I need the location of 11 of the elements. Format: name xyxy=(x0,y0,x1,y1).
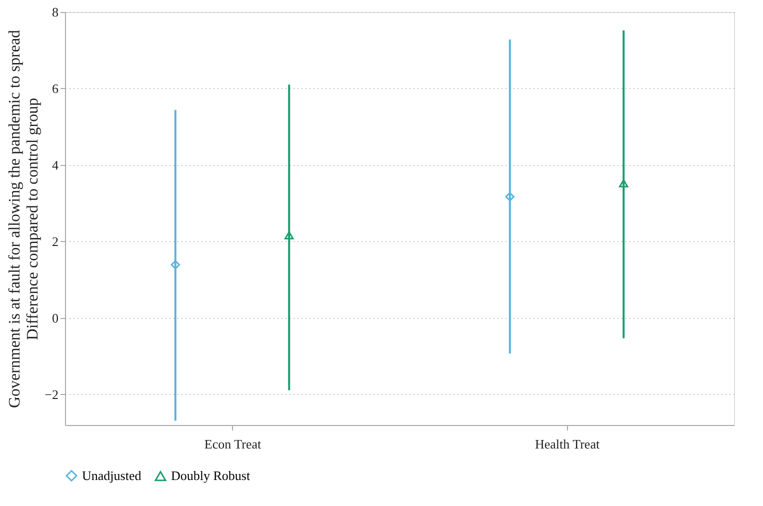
y-tick-label: 4 xyxy=(52,157,59,172)
y-tick-label: 2 xyxy=(52,234,58,249)
y-axis-title: Government is at fault for allowing the pandemic to spread Difference compared to control group xyxy=(6,30,42,408)
x-tick-label: Health Treat xyxy=(534,436,600,452)
legend-label: Unadjusted xyxy=(82,468,142,483)
y-tick-label: 8 xyxy=(52,4,58,20)
y-tick-label: 0 xyxy=(52,310,58,326)
y-tick-label: 6 xyxy=(52,80,59,96)
legend-label: Doubly Robust xyxy=(171,468,250,484)
y-tick-label: −2 xyxy=(44,386,58,402)
x-tick-label: Econ Treat xyxy=(204,436,262,452)
